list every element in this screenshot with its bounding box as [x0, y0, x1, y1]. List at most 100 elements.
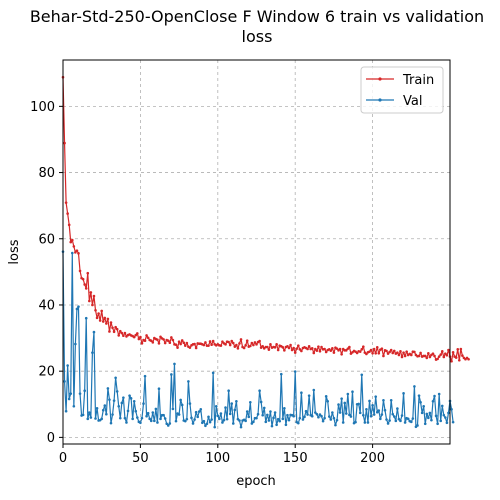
point-val: [425, 412, 429, 416]
point-train: [236, 347, 240, 350]
point-train: [436, 357, 439, 361]
point-val: [392, 415, 396, 418]
x-axis-label: epoch: [236, 474, 276, 489]
point-train: [230, 339, 234, 343]
series-val: [61, 250, 455, 429]
point-val: [399, 419, 402, 423]
point-val: [91, 351, 94, 354]
point-val: [303, 415, 306, 419]
point-val: [64, 409, 68, 413]
point-train: [258, 339, 261, 343]
point-val: [131, 417, 134, 421]
point-train: [108, 330, 111, 333]
point-train: [331, 347, 334, 350]
point-train: [261, 345, 264, 348]
point-val: [179, 398, 182, 402]
point-train: [252, 343, 255, 347]
point-train: [428, 355, 432, 359]
point-train: [338, 347, 342, 351]
point-val: [385, 418, 388, 421]
point-train: [457, 358, 461, 362]
point-val: [348, 413, 351, 417]
point-val: [163, 417, 167, 420]
point-val: [431, 400, 435, 403]
point-val: [259, 400, 263, 404]
point-train: [275, 343, 278, 346]
point-val: [247, 415, 251, 419]
point-val: [92, 330, 96, 334]
point-train: [74, 251, 77, 254]
y-tick-label-0: 0: [47, 431, 55, 446]
point-train: [81, 277, 85, 281]
point-train: [180, 339, 184, 342]
point-train: [174, 343, 178, 346]
point-val: [360, 373, 364, 377]
point-val: [331, 411, 334, 414]
point-val: [354, 420, 357, 424]
point-val: [134, 409, 138, 413]
point-val: [377, 409, 381, 412]
point-val: [202, 419, 206, 423]
point-val: [224, 406, 227, 409]
point-train: [355, 351, 359, 355]
point-val: [129, 397, 133, 400]
point-train: [176, 346, 179, 349]
point-val: [170, 373, 173, 376]
point-val: [165, 422, 169, 426]
x-tick-label-150: 150: [283, 451, 308, 466]
point-train: [137, 337, 141, 341]
point-train: [400, 355, 404, 359]
point-val: [69, 392, 73, 395]
point-val: [427, 416, 430, 420]
point-train: [300, 349, 303, 353]
point-train: [75, 249, 79, 252]
point-val: [228, 412, 232, 416]
point-val: [154, 407, 158, 411]
point-val: [304, 409, 308, 413]
point-val: [422, 404, 425, 408]
point-val: [112, 399, 116, 402]
point-val: [216, 414, 220, 418]
point-val: [371, 403, 374, 407]
point-train: [66, 212, 69, 215]
point-train: [323, 347, 326, 351]
point-val: [94, 417, 97, 420]
point-val: [329, 418, 333, 421]
point-train: [136, 332, 139, 335]
point-val: [142, 402, 145, 405]
point-val: [306, 413, 309, 416]
point-train: [70, 238, 74, 242]
point-val: [174, 419, 178, 423]
point-train: [92, 294, 96, 298]
point-val: [433, 394, 436, 398]
point-train: [143, 339, 147, 343]
point-train: [266, 345, 269, 349]
point-train: [146, 336, 150, 340]
point-val: [151, 411, 155, 414]
point-val: [95, 406, 99, 410]
point-val: [214, 404, 218, 408]
point-val: [338, 411, 342, 414]
point-train: [219, 344, 223, 347]
point-val: [106, 387, 110, 390]
point-val: [115, 390, 119, 393]
point-train: [97, 312, 100, 315]
point-train: [269, 343, 272, 346]
point-val: [118, 416, 122, 420]
point-train: [397, 353, 401, 357]
point-train: [123, 331, 127, 335]
point-train: [77, 252, 80, 255]
point-train: [103, 316, 107, 320]
point-val: [84, 316, 88, 320]
point-train: [95, 316, 99, 320]
point-train: [365, 352, 368, 356]
point-val: [272, 416, 275, 420]
series-layer: [61, 75, 470, 429]
point-train: [145, 334, 148, 337]
point-train: [440, 350, 444, 353]
point-train: [423, 354, 427, 358]
point-val: [194, 410, 198, 414]
point-val: [442, 413, 446, 417]
point-train: [410, 353, 413, 357]
point-train: [114, 325, 117, 329]
